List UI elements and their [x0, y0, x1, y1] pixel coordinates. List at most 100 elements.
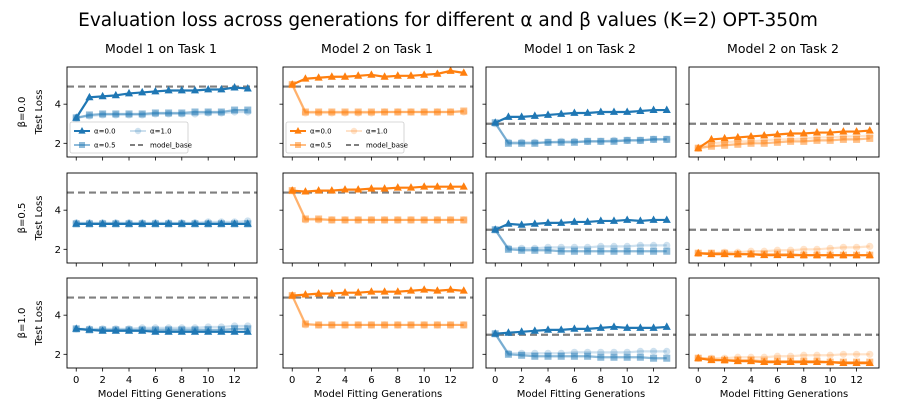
series-alpha-0.0-point	[72, 324, 81, 332]
series-alpha-0.0-point	[301, 74, 310, 82]
series-alpha-0.0-point	[826, 357, 835, 366]
series-alpha-1.0-point	[813, 351, 821, 359]
series-alpha-0.0-point	[623, 215, 632, 223]
series-alpha-0.5-point	[570, 247, 578, 255]
series-alpha-0.0-point	[583, 108, 592, 116]
series-alpha-0.0-point	[230, 327, 239, 335]
series-alpha-0.0-point	[760, 357, 769, 366]
series-alpha-0.0-point	[530, 219, 539, 227]
series-alpha-0.0-point	[393, 287, 402, 295]
series-alpha-0.0-point	[760, 250, 769, 259]
series-alpha-0.0-point	[340, 185, 350, 193]
series-alpha-0.0-point	[852, 250, 861, 259]
legend-label: α=0.0	[94, 128, 116, 136]
column-title-2: Model 2 on Task 1	[321, 41, 433, 56]
legend-swatch-marker	[294, 127, 302, 134]
row-label: β=1.0	[17, 308, 28, 339]
series-alpha-0.5-point	[636, 136, 644, 144]
series-alpha-1.0-point	[800, 245, 808, 253]
y-tick-label: 2	[55, 245, 61, 256]
series-alpha-0.0-point	[327, 72, 336, 80]
legend-label: α=0.5	[94, 142, 116, 150]
series-alpha-0.5-point	[584, 137, 592, 145]
series-alpha-0.0-point	[609, 107, 619, 115]
x-tick-label: 8	[801, 375, 807, 386]
series-alpha-0.0-point	[288, 80, 297, 88]
series-alpha-0.0-point	[314, 73, 323, 81]
series-alpha-0.0-point	[491, 329, 500, 337]
series-alpha-0.0-point	[138, 326, 147, 334]
series-alpha-0.0-point	[327, 186, 336, 194]
panel-frame	[485, 277, 677, 369]
series-alpha-0.0-point	[111, 219, 120, 227]
series-alpha-0.5-point	[853, 135, 861, 143]
series-alpha-0.5-line	[291, 295, 464, 327]
series-alpha-0.5-point	[447, 321, 455, 329]
series-alpha-0.5-point	[394, 108, 402, 116]
series-alpha-0.5-point	[504, 245, 512, 253]
series-alpha-0.0-point	[720, 355, 729, 364]
series-alpha-0.0-point	[570, 108, 579, 116]
series-alpha-0.5-point	[341, 321, 349, 329]
series-alpha-0.0-point	[707, 249, 716, 258]
series-alpha-0.0-point	[720, 133, 729, 142]
series-alpha-0.5-point	[597, 247, 605, 255]
x-tick-label: 6	[774, 375, 780, 386]
series-alpha-0.0-point	[217, 327, 226, 335]
series-alpha-0.0-point	[85, 219, 94, 227]
series-alpha-0.0-point	[314, 186, 323, 194]
series-alpha-1.0-point	[636, 347, 644, 355]
series-alpha-0.5-point	[341, 216, 349, 224]
series-alpha-0.0-point	[773, 357, 782, 366]
series-alpha-0.5-point	[531, 139, 539, 147]
series-alpha-0.0-point	[570, 217, 579, 225]
series-alpha-0.5-point	[407, 321, 415, 329]
series-alpha-0.0-point	[393, 183, 402, 191]
series-alpha-0.5-point	[663, 354, 671, 362]
series-alpha-0.0-point	[138, 87, 147, 96]
series-alpha-0.5-point	[354, 321, 362, 329]
series-alpha-0.5-point	[650, 135, 658, 143]
series-alpha-0.0-point	[301, 187, 310, 195]
legend-label: model_base	[150, 142, 192, 150]
series-alpha-0.0-point	[543, 218, 553, 226]
series-alpha-0.0-point	[164, 327, 173, 335]
x-tick-label: 12	[444, 375, 457, 386]
series-alpha-0.5-point	[623, 247, 631, 255]
series-alpha-0.0-point	[557, 325, 566, 333]
panel-r3-c1: 0 2 4 6 8 10 12 2 4 Model Fitting Generations Test…	[17, 277, 258, 400]
series-alpha-0.0-point	[543, 110, 553, 118]
series-alpha-0.0-point	[406, 183, 416, 191]
series-alpha-0.5-point	[610, 137, 618, 145]
series-alpha-0.5-point	[420, 108, 428, 116]
series-alpha-0.0-point	[530, 326, 539, 334]
series-alpha-0.5-point	[747, 139, 755, 147]
series-alpha-0.5-point	[433, 216, 441, 224]
series-alpha-1.0-point	[663, 241, 671, 249]
series-alpha-1.0-point	[852, 350, 861, 358]
series-alpha-0.0-point	[707, 134, 716, 143]
series-alpha-0.5-point	[420, 216, 428, 224]
series-alpha-0.0-point	[433, 286, 442, 294]
series-alpha-0.5-point	[584, 352, 592, 360]
series-alpha-0.0-point	[406, 71, 416, 79]
series-alpha-0.0-point	[865, 358, 874, 367]
series-alpha-0.5-point	[636, 247, 644, 255]
series-alpha-0.0-point	[504, 112, 513, 120]
x-tick-label: 2	[721, 375, 727, 386]
series-alpha-0.0-point	[301, 290, 310, 298]
series-alpha-0.0-point	[124, 219, 134, 227]
series-alpha-0.0-point	[733, 356, 742, 365]
series-alpha-0.5-point	[839, 135, 847, 143]
series-alpha-0.5-point	[721, 141, 729, 149]
series-alpha-0.0-point	[504, 328, 513, 336]
series-alpha-0.5-point	[544, 246, 552, 254]
series-alpha-0.0-point	[190, 219, 200, 227]
series-alpha-0.0-point	[799, 357, 808, 366]
series-alpha-0.0-point	[649, 323, 658, 331]
series-alpha-0.5-point	[866, 134, 874, 142]
panel-r2-c4	[685, 172, 880, 267]
series-alpha-0.0-point	[288, 186, 297, 194]
series-alpha-0.0-point	[354, 288, 363, 296]
series-alpha-0.0-point	[517, 220, 526, 228]
